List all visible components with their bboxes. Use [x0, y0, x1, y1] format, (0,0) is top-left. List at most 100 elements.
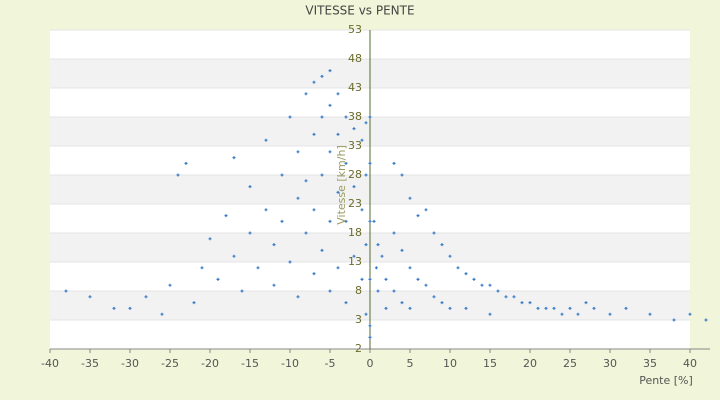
y-tick-label: 48: [348, 52, 362, 65]
point: [328, 289, 332, 293]
y-tick-label: 13: [348, 255, 362, 268]
point: [336, 266, 340, 270]
y-tick-label: 3: [355, 313, 362, 326]
point: [280, 173, 284, 177]
point: [296, 295, 300, 299]
x-tick-label: 25: [563, 357, 577, 370]
point: [400, 301, 404, 305]
x-tick-label: -35: [81, 357, 99, 370]
point: [360, 208, 364, 212]
y-tick-label: 53: [348, 23, 362, 36]
point: [232, 254, 236, 258]
point: [368, 115, 372, 119]
point: [336, 190, 340, 194]
x-tick-label: -15: [241, 357, 259, 370]
x-tick-label: -5: [325, 357, 336, 370]
point: [144, 295, 148, 299]
x-axis-title: Pente [%]: [639, 374, 693, 387]
point: [328, 69, 332, 73]
point: [248, 185, 252, 189]
point: [568, 306, 572, 310]
point: [364, 173, 368, 177]
x-tick-label: 5: [407, 357, 414, 370]
point: [280, 219, 284, 223]
point: [408, 266, 412, 270]
point: [536, 306, 540, 310]
point: [320, 173, 324, 177]
point: [376, 243, 380, 247]
point: [608, 312, 612, 316]
x-tick-label: -40: [41, 357, 59, 370]
point: [704, 318, 708, 322]
point: [544, 306, 548, 310]
y-tick-label: 28: [348, 168, 362, 181]
point: [592, 306, 596, 310]
point: [448, 306, 452, 310]
point: [504, 295, 508, 299]
point: [256, 266, 260, 270]
point: [304, 92, 308, 96]
point: [320, 74, 324, 78]
point: [688, 312, 692, 316]
point: [416, 214, 420, 218]
chart-title: VITESSE vs PENTE: [305, 4, 414, 18]
point: [528, 301, 532, 305]
point: [344, 115, 348, 119]
y-tick-label: 23: [348, 197, 362, 210]
point: [240, 289, 244, 293]
point: [176, 173, 180, 177]
point: [344, 161, 348, 165]
point: [364, 121, 368, 125]
point: [416, 277, 420, 281]
point: [328, 150, 332, 154]
point: [312, 80, 316, 84]
x-tick-label: 15: [483, 357, 497, 370]
point: [352, 127, 356, 131]
point: [440, 243, 444, 247]
point: [576, 312, 580, 316]
point: [648, 312, 652, 316]
point: [384, 277, 388, 281]
point: [472, 277, 476, 281]
point: [380, 254, 384, 258]
point: [392, 161, 396, 165]
point: [368, 161, 372, 165]
point: [488, 283, 492, 287]
point: [624, 306, 628, 310]
point: [448, 254, 452, 258]
point: [224, 214, 228, 218]
point: [392, 289, 396, 293]
point: [328, 219, 332, 223]
point: [328, 103, 332, 107]
point: [424, 283, 428, 287]
point: [312, 272, 316, 276]
x-tick-label: 0: [367, 357, 374, 370]
point: [584, 301, 588, 305]
point: [392, 231, 396, 235]
point: [336, 132, 340, 136]
point: [304, 179, 308, 183]
point: [168, 283, 172, 287]
x-tick-label: -20: [201, 357, 219, 370]
point: [672, 318, 676, 322]
point: [372, 219, 376, 223]
x-tick-label: -25: [161, 357, 179, 370]
point: [456, 266, 460, 270]
point: [360, 277, 364, 281]
x-tick-label: 35: [643, 357, 657, 370]
point: [296, 196, 300, 200]
point: [408, 196, 412, 200]
point: [296, 150, 300, 154]
y-tick-label: 18: [348, 226, 362, 239]
point: [364, 243, 368, 247]
point: [344, 301, 348, 305]
point: [312, 208, 316, 212]
point: [368, 324, 372, 328]
y-axis-title: Vitesse [km/h]: [335, 145, 348, 225]
point: [264, 208, 268, 212]
point: [352, 185, 356, 189]
point: [264, 138, 268, 142]
point: [288, 115, 292, 119]
